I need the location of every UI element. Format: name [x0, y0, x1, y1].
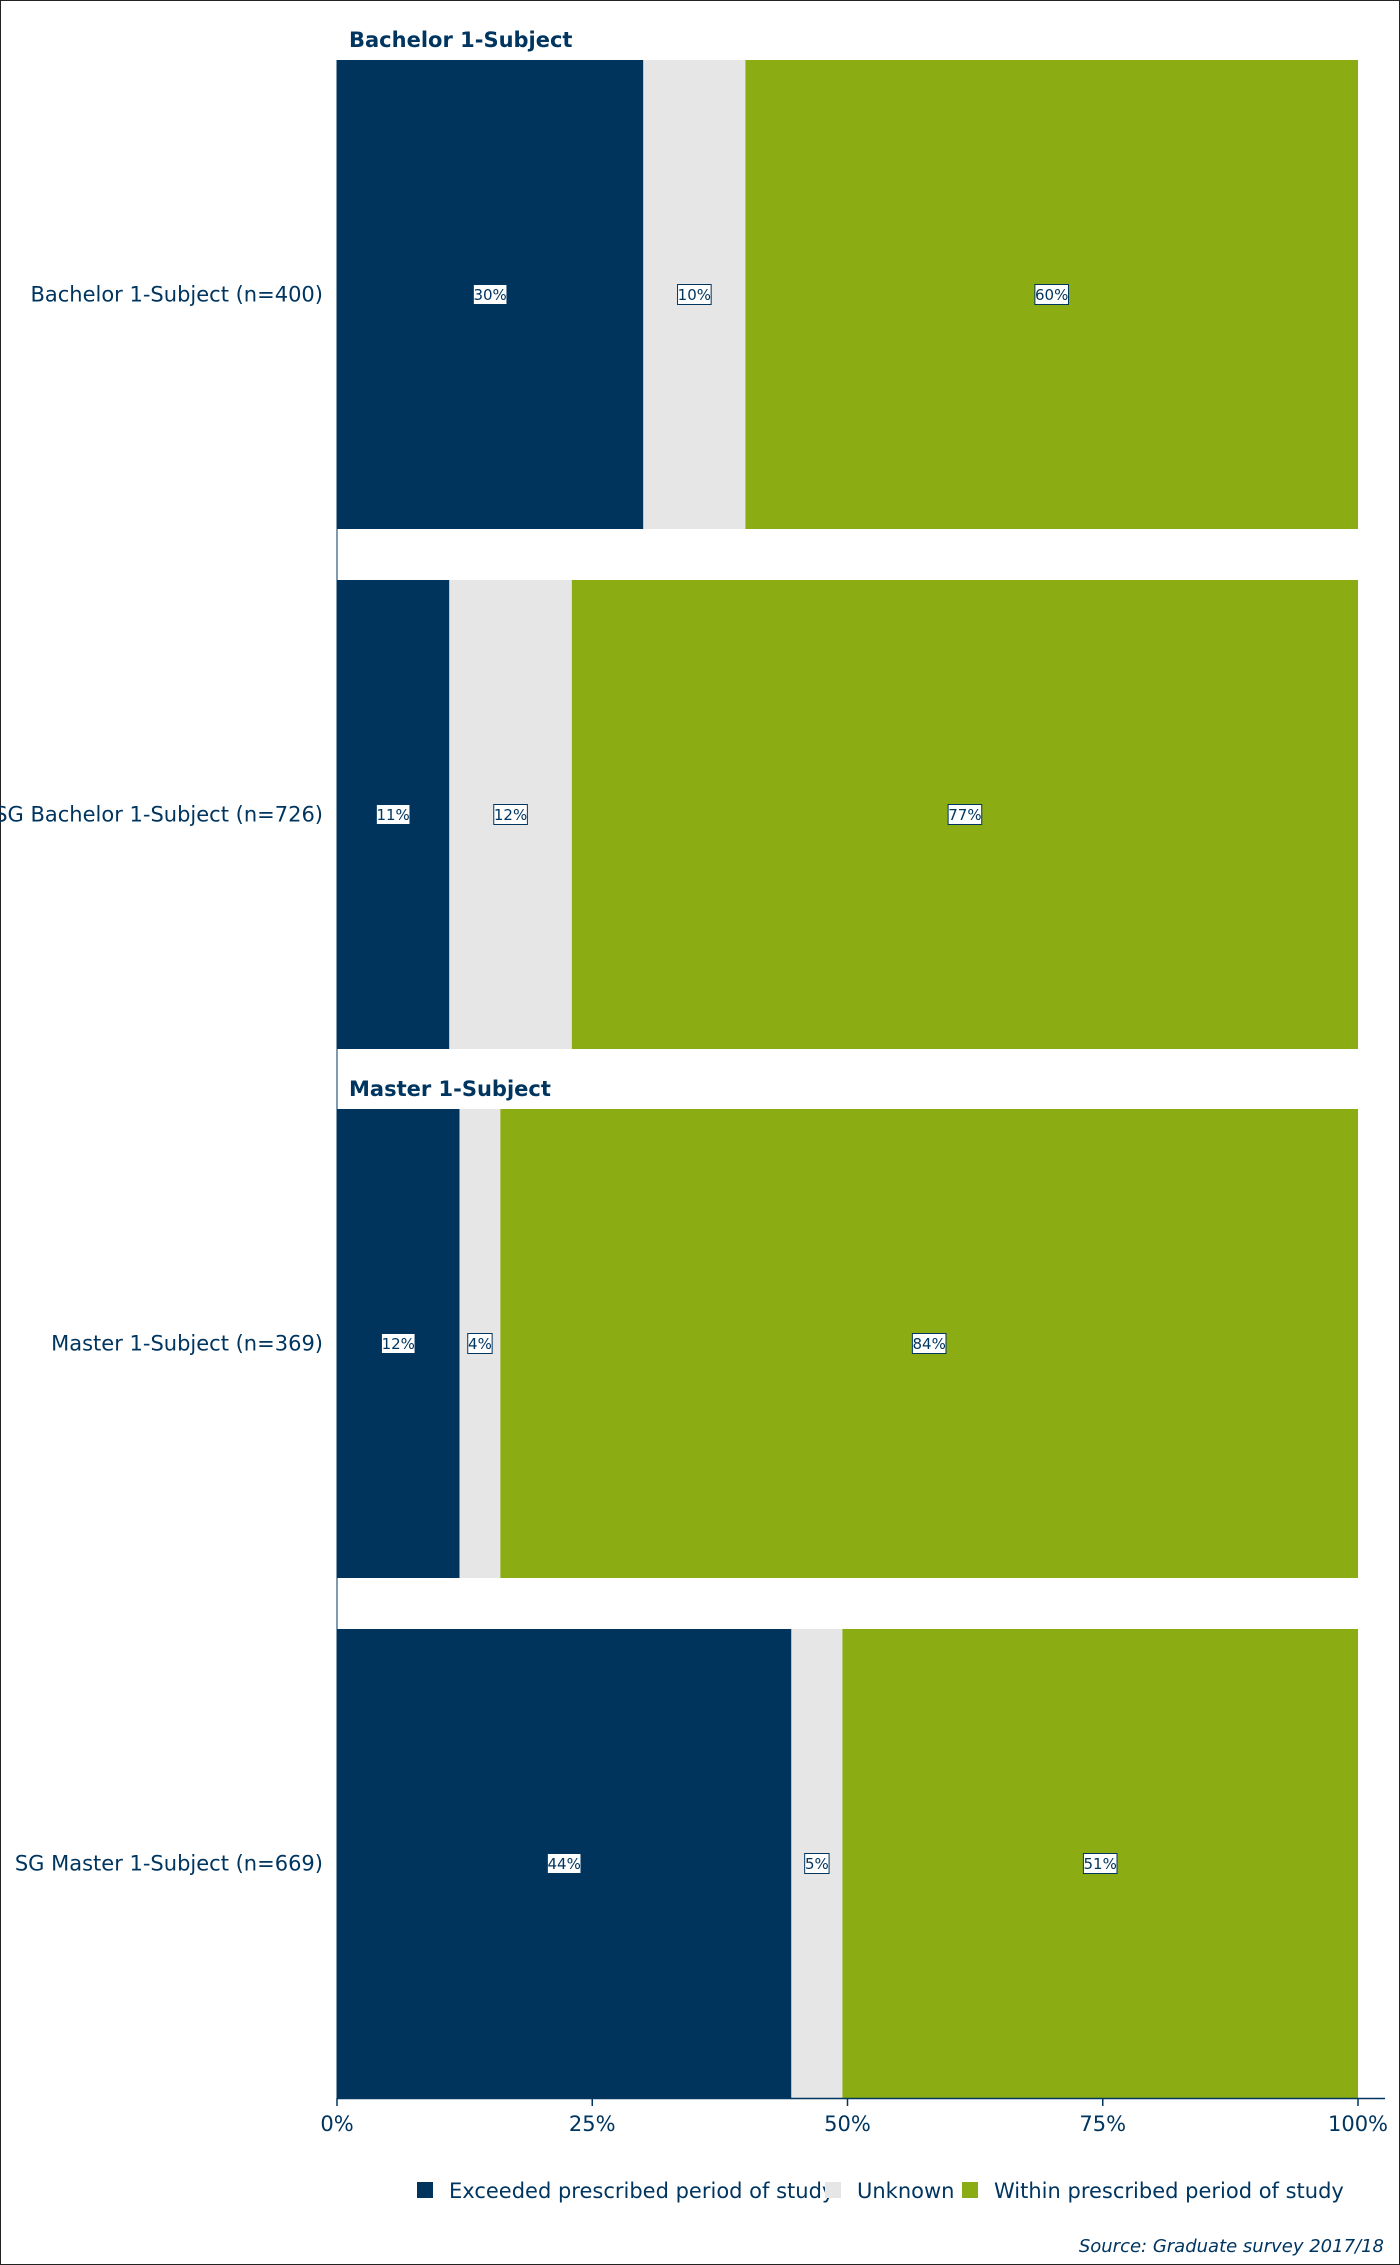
data-label-box — [677, 284, 712, 305]
data-label-box — [467, 1333, 493, 1354]
data-label-box — [493, 804, 528, 825]
data-label-box — [947, 804, 983, 825]
data-label-box — [911, 1333, 947, 1354]
data-label-box — [1034, 284, 1070, 305]
category-label: SG Bachelor 1-Subject (n=726) — [0, 803, 323, 827]
data-label: 84% — [913, 1335, 946, 1353]
legend: Exceeded prescribed period of study Unkno… — [417, 2179, 1344, 2203]
labels-layer: Bachelor 1-Subject Master 1-Subject Bachel… — [0, 28, 1118, 1876]
legend-label: Unknown — [857, 2179, 954, 2203]
data-label: 11% — [376, 806, 409, 824]
legend-label: Within prescribed period of study — [994, 2179, 1344, 2203]
x-tick-label: 25% — [569, 2112, 616, 2136]
x-tick-label: 0% — [320, 2112, 353, 2136]
data-label: 51% — [1084, 1855, 1117, 1873]
data-label: 60% — [1035, 286, 1068, 304]
data-label-box — [472, 284, 508, 305]
bars-layer — [337, 60, 1358, 2098]
data-label-box — [380, 1333, 416, 1354]
x-tick-label: 50% — [824, 2112, 871, 2136]
category-label: Master 1-Subject (n=369) — [51, 1332, 323, 1356]
legend-swatch — [825, 2182, 841, 2198]
data-label: 77% — [948, 806, 981, 824]
x-tick-label: 100% — [1328, 2112, 1388, 2136]
category-label: SG Master 1-Subject (n=669) — [15, 1852, 323, 1876]
data-label: 12% — [494, 806, 527, 824]
group-title: Bachelor 1-Subject — [349, 28, 572, 52]
group-title: Master 1-Subject — [349, 1077, 551, 1101]
legend-label: Exceeded prescribed period of study — [449, 2179, 834, 2203]
data-label-box — [1082, 1853, 1118, 1874]
data-label: 30% — [473, 286, 506, 304]
data-label: 4% — [468, 1335, 492, 1353]
data-label: 44% — [548, 1855, 581, 1873]
data-label: 5% — [805, 1855, 829, 1873]
data-label: 12% — [382, 1335, 415, 1353]
category-label: Bachelor 1-Subject (n=400) — [30, 283, 323, 307]
x-tick-label: 75% — [1079, 2112, 1126, 2136]
source-note: Source: Graduate survey 2017/18 — [1079, 2236, 1384, 2257]
data-label-box — [804, 1853, 830, 1874]
x-axis: 0% 25% 50% 75% 100% — [320, 60, 1388, 2136]
data-label-box — [375, 804, 411, 825]
legend-swatch — [417, 2182, 433, 2198]
data-label-box — [546, 1853, 582, 1874]
legend-swatch — [962, 2182, 978, 2198]
data-label: 10% — [678, 286, 711, 304]
